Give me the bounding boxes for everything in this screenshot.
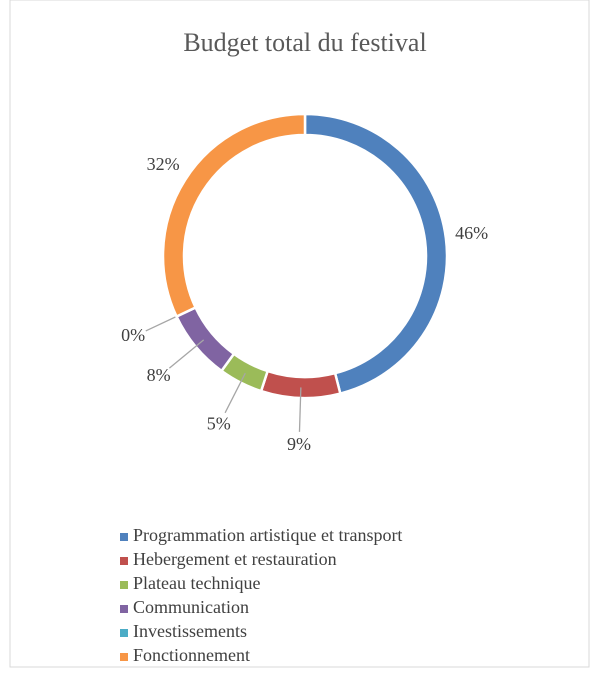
leader-line bbox=[298, 387, 302, 432]
legend-label: Programmation artistique et transport bbox=[133, 525, 402, 545]
slice bbox=[161, 112, 307, 319]
leader-line bbox=[224, 372, 246, 414]
legend-swatch bbox=[120, 581, 128, 589]
legend-label: Hebergement et restauration bbox=[133, 549, 337, 569]
data-label: 0% bbox=[121, 325, 145, 345]
leader-line bbox=[168, 339, 205, 369]
data-label: 9% bbox=[287, 434, 311, 454]
data-label: 32% bbox=[147, 154, 180, 174]
legend-swatch bbox=[120, 653, 128, 661]
data-label: 46% bbox=[455, 223, 488, 243]
legend-label: Fonctionnement bbox=[133, 645, 250, 665]
legend-label: Plateau technique bbox=[133, 573, 260, 593]
data-label: 5% bbox=[207, 413, 231, 433]
legend-swatch bbox=[120, 533, 128, 541]
data-label: 8% bbox=[147, 365, 171, 385]
chart-area bbox=[9, 0, 590, 668]
chart-title: Budget total du festival bbox=[183, 28, 426, 57]
legend-swatch bbox=[120, 605, 128, 613]
legend-swatch bbox=[120, 629, 128, 637]
legend-label: Communication bbox=[133, 597, 249, 617]
legend-label: Investissements bbox=[133, 621, 247, 641]
legend-swatch bbox=[120, 557, 128, 565]
